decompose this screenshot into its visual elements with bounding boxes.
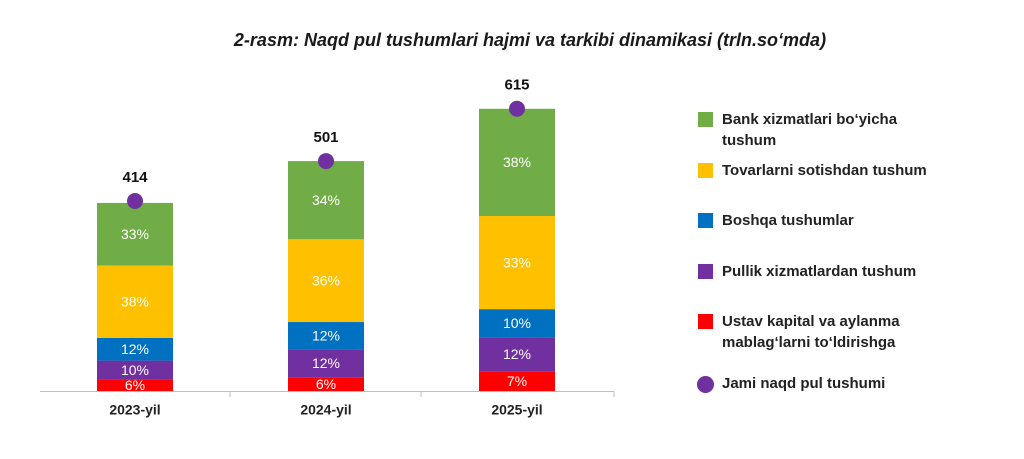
bar-segment: [97, 379, 173, 391]
bar-segment: [288, 239, 364, 323]
bar-segment: [479, 309, 555, 338]
value-label: 38%: [121, 293, 149, 309]
legend-item: Pullik xizmatlardan tushum: [696, 252, 996, 303]
value-label: 6%: [316, 376, 336, 392]
value-label: 12%: [503, 346, 531, 362]
legend-label: Pullik xizmatlardan tushum: [722, 262, 917, 280]
total-label: 501: [313, 129, 338, 146]
bar-segment: [479, 371, 555, 391]
bar-segment: [288, 161, 364, 240]
total-dot: [509, 100, 525, 117]
x-tick-label: 2025-yil: [491, 402, 542, 418]
legend-item: Bank xizmatlari bo‘yicha tushum: [696, 100, 996, 151]
value-label: 33%: [503, 254, 531, 270]
x-tick-label: 2024-yil: [300, 402, 351, 418]
value-label: 10%: [121, 362, 149, 378]
legend-swatch: [697, 376, 714, 393]
bar-segment: [479, 108, 555, 217]
legend-swatch: [698, 263, 713, 279]
chart-title: 2-rasm: Naqd pul tushumlari hajmi va tar…: [233, 30, 826, 50]
legend-label: Bank xizmatlari bo‘yicha tushum: [722, 111, 898, 149]
total-label: 615: [504, 77, 529, 94]
legend-swatch: [698, 314, 713, 329]
value-label: 7%: [507, 373, 527, 389]
legend-swatch: [698, 112, 713, 127]
legend-label: Boshqa tushumlar: [722, 212, 854, 229]
bar-segment: [288, 377, 364, 391]
legend-label: Jami naqd pul tushumi: [722, 375, 886, 392]
total-dot: [127, 193, 143, 210]
value-label: 12%: [121, 341, 149, 357]
bar-segment: [97, 202, 173, 266]
value-label: 10%: [503, 315, 531, 331]
legend-swatch: [698, 162, 713, 178]
legend: Bank xizmatlari bo‘yicha tushum Tovarlarn…: [696, 100, 996, 415]
bar-segment: [97, 337, 173, 361]
bar-segment: [288, 322, 364, 350]
value-label: 33%: [121, 226, 149, 242]
legend-item: Ustav kapital va aylanma mablag‘larni to…: [696, 302, 996, 364]
x-tick-label: 2023-yil: [109, 402, 160, 418]
value-label: 34%: [312, 192, 340, 208]
value-label: 12%: [312, 328, 340, 344]
value-label: 12%: [312, 355, 340, 371]
value-label: 6%: [125, 377, 145, 393]
bar-segment: [97, 360, 173, 380]
legend-label: Ustav kapital va aylanma mablag‘larni to…: [722, 313, 900, 351]
total-label: 414: [122, 169, 148, 186]
legend-swatch: [698, 213, 713, 228]
bar-segment: [288, 349, 364, 378]
legend-label: Tovarlarni sotishdan tushum: [722, 161, 927, 179]
value-label: 38%: [503, 154, 531, 170]
bar-segment: [479, 337, 555, 372]
value-label: 36%: [312, 272, 340, 288]
total-dot: [318, 153, 334, 170]
legend-item: Jami naqd pul tushumi: [696, 364, 996, 415]
legend-item: Tovarlarni sotishdan tushum: [696, 151, 996, 202]
legend-item: Boshqa tushumlar: [696, 201, 996, 252]
bar-segment: [479, 216, 555, 310]
bar-segment: [97, 265, 173, 338]
